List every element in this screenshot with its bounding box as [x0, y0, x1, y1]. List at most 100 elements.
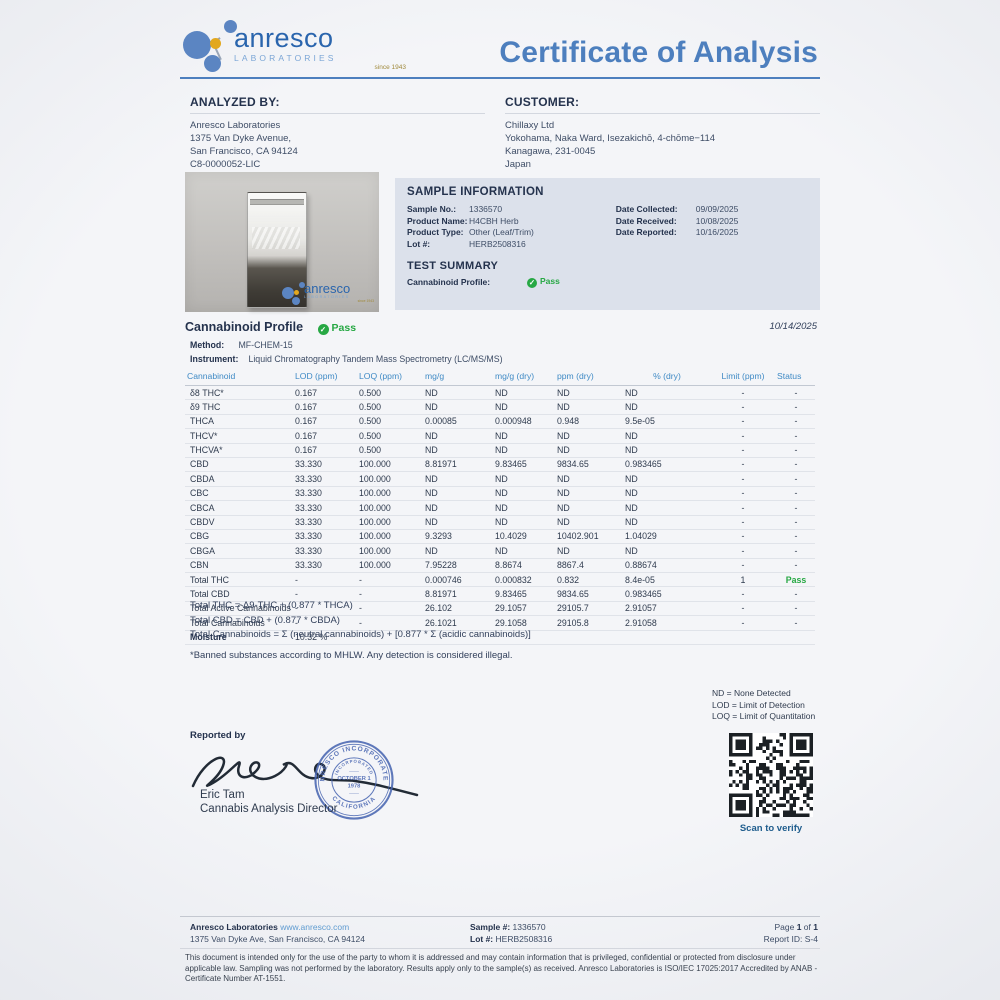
cell-loq: 0.500 — [357, 385, 423, 401]
abbreviation-legend: ND = None Detected LOD = Limit of Detecti… — [712, 688, 815, 723]
cell-limit: - — [709, 443, 775, 458]
cell-limit: - — [709, 399, 775, 415]
cell-pct-dry: 0.88674 — [623, 558, 709, 574]
cell-pct-dry: 0.983465 — [623, 457, 709, 473]
method-label: Method: — [190, 340, 225, 350]
stamp-bottom-text: CALIFORNIA — [330, 795, 376, 811]
cell-cannabinoid: δ9 THC — [185, 399, 293, 415]
column-header: % (dry) — [623, 369, 709, 386]
cell-lod: 33.330 — [293, 558, 357, 574]
cell-loq: 100.000 — [357, 515, 423, 530]
table-row: Total THC - - 0.000746 0.000832 0.832 8.… — [185, 572, 815, 588]
cell-limit: - — [709, 486, 775, 502]
cell-mgg: ND — [423, 385, 493, 401]
table-row: THCV* 0.167 0.500 ND ND ND ND - - — [185, 428, 815, 444]
cell-loq: 0.500 — [357, 428, 423, 444]
cell-lod: - — [293, 615, 357, 631]
cell-ppm-dry: 8867.4 — [555, 558, 623, 574]
customer-lines: Chillaxy Ltd Yokohama, Naka Ward, Isezaki… — [505, 119, 820, 171]
cell-pct-dry: ND — [623, 443, 709, 458]
cell-mgg-dry: ND — [493, 486, 555, 502]
cell-lod: 33.330 — [293, 500, 357, 516]
cell-limit: - — [709, 385, 775, 401]
cell-mgg: 0.00085 — [423, 414, 493, 430]
info-field: Date Collected: 09/09/2025 — [616, 204, 808, 216]
test-summary-row: Cannabinoid Profile: ✓ Pass — [407, 276, 808, 288]
address-line: Chillaxy Ltd — [505, 120, 555, 131]
footer-website-link[interactable]: www.anresco.com — [280, 922, 350, 932]
field-value: 10/08/2025 — [695, 215, 739, 226]
cell-loq: 100.000 — [357, 558, 423, 574]
cell-mgg-dry: ND — [493, 385, 555, 401]
table-header-row: Cannabinoid LOD (ppm) LOQ (ppm) mg/g mg/g (d… — [185, 369, 815, 386]
cell-mgg-dry: 0.000948 — [493, 414, 555, 430]
table-row: CBC 33.330 100.000 ND ND ND ND - - — [185, 486, 815, 502]
cell-loq: 100.000 — [357, 529, 423, 545]
cell-limit: - — [709, 471, 775, 487]
address-line: C8-0000052-LIC — [190, 159, 261, 170]
cell-pct-dry: 8.4e-05 — [623, 572, 709, 588]
cell-mgg-dry: 0.000832 — [493, 572, 555, 588]
cell-status — [775, 630, 815, 646]
svg-text:CALIFORNIA: CALIFORNIA — [330, 795, 377, 811]
cell-pct-dry: ND — [623, 385, 709, 401]
column-header: ppm (dry) — [555, 369, 623, 386]
cell-cannabinoid: Moisture — [185, 630, 293, 646]
cell-mgg-dry: 29.1057 — [493, 601, 555, 617]
table-row: δ9 THC 0.167 0.500 ND ND ND ND - - — [185, 399, 815, 415]
table-row: CBCA 33.330 100.000 ND ND ND ND - - — [185, 500, 815, 516]
analyzed-by-lines: Anresco Laboratories 1375 Van Dyke Avenue… — [190, 119, 485, 171]
cell-ppm-dry: ND — [555, 471, 623, 487]
cell-loq: 0.500 — [357, 399, 423, 415]
info-field: Date Received: 10/08/2025 — [616, 216, 808, 228]
analyzed-by-section: ANALYZED BY: Anresco Laboratories 1375 Va… — [190, 95, 485, 171]
cell-status: - — [775, 615, 815, 631]
molecule-icon — [210, 38, 221, 49]
cell-pct-dry: 9.5e-05 — [623, 414, 709, 430]
anresco-stamp-icon: ANRESCO INCORPORATED INCORPORATED OCTOBE… — [313, 739, 394, 820]
qr-code — [729, 733, 813, 817]
banned-substances-note: *Banned substances according to MHLW. An… — [190, 650, 513, 661]
field-value: HERB2508316 — [469, 238, 526, 249]
cell-ppm-dry: 29105.7 — [555, 601, 623, 617]
cell-pct-dry: 2.91058 — [623, 615, 709, 631]
cell-lod: 0.167 — [293, 414, 357, 430]
cell-mgg: ND — [423, 399, 493, 415]
field-value: 1336570 — [469, 204, 503, 214]
signature-image — [191, 756, 419, 797]
cell-mgg: ND — [423, 443, 493, 458]
instrument-row: Instrument: Liquid Chromatography Tandem… — [190, 354, 503, 364]
cell-mgg: 0.000746 — [423, 572, 493, 588]
cell-mgg: ND — [423, 543, 493, 559]
cell-lod: 33.330 — [293, 529, 357, 545]
watermark-brand-subtitle: LABORATORIES — [304, 295, 350, 299]
cell-ppm-dry: 9834.65 — [555, 457, 623, 473]
table-row: Moisture 10.32 % — [185, 630, 815, 646]
cell-cannabinoid: CBN — [185, 558, 293, 574]
cell-cannabinoid: CBG — [185, 529, 293, 545]
cell-ppm-dry: ND — [555, 500, 623, 516]
sample-info-left-fields: Sample No.: 1336570 Product Name: H4CBH … — [407, 204, 616, 250]
molecule-icon — [204, 55, 221, 72]
stamp-date-line1: OCTOBER 1 — [337, 776, 371, 782]
profile-section-header: Cannabinoid Profile ✓ Pass 10/14/2025 — [185, 318, 820, 336]
cell-limit: - — [709, 543, 775, 559]
sample-info-right-fields: Date Collected: 09/09/2025 Date Received… — [616, 204, 808, 250]
cell-limit: 1 — [709, 572, 775, 588]
cell-cannabinoid: THCVA* — [185, 443, 293, 458]
cell-cannabinoid: CBGA — [185, 543, 293, 559]
sample-info-panel: SAMPLE INFORMATION Sample No.: 1336570 P… — [395, 178, 820, 310]
cell-cannabinoid: THCV* — [185, 428, 293, 444]
cell-lod: - — [293, 586, 357, 602]
cell-loq: - — [357, 586, 423, 602]
cell-limit: - — [709, 414, 775, 430]
cell-mgg-dry: 9.83465 — [493, 586, 555, 602]
table-row: CBDV 33.330 100.000 ND ND ND ND - - — [185, 515, 815, 530]
pass-label: Pass — [331, 322, 357, 334]
footer-divider-2 — [180, 948, 820, 949]
customer-section: CUSTOMER: Chillaxy Ltd Yokohama, Naka War… — [505, 95, 820, 171]
cell-mgg: 26.1021 — [423, 615, 493, 631]
footer-company: Anresco Laboratories — [190, 922, 278, 932]
cell-cannabinoid: THCA — [185, 414, 293, 430]
cell-mgg: 7.95228 — [423, 558, 493, 574]
